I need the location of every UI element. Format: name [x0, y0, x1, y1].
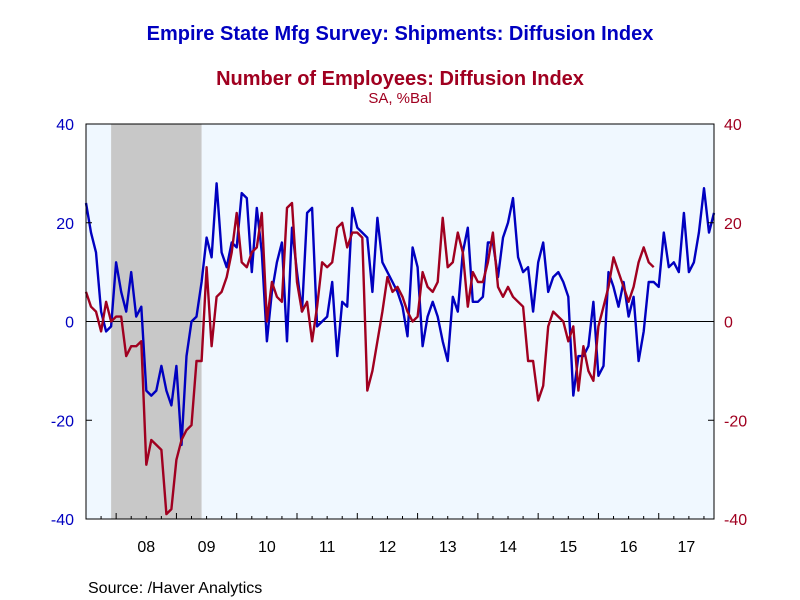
x-tick-label: 13: [439, 539, 457, 556]
chart-subtitle: SA, %Bal: [368, 90, 431, 107]
chart-title: Empire State Mfg Survey: Shipments: Diff…: [147, 23, 654, 45]
plot-area: [84, 123, 716, 520]
y-tick-label-right: -20: [724, 413, 747, 430]
y-axis-left: 40 20 0 -20 -40: [51, 117, 92, 529]
x-tick-label: 11: [319, 539, 336, 556]
x-tick-label: 17: [677, 539, 695, 556]
x-tick-label: 09: [198, 539, 216, 556]
x-tick-label: 15: [559, 539, 577, 556]
y-tick-label-left: 40: [56, 117, 74, 134]
x-tick-label: 10: [258, 539, 276, 556]
x-tick-label: 16: [620, 539, 638, 556]
series-line-shipments: [84, 182, 716, 447]
y-tick-label-right: 0: [724, 315, 733, 332]
x-tick-label: 14: [499, 539, 517, 556]
chart-title-2: Number of Employees: Diffusion Index: [216, 68, 584, 90]
x-tick-label: 08: [137, 539, 155, 556]
y-tick-label-right: 40: [724, 117, 742, 134]
y-tick-label-left: 20: [56, 216, 74, 233]
y-tick-label-right: 20: [724, 216, 742, 233]
y-tick-label-left: 0: [65, 315, 74, 332]
y-tick-label-left: -40: [51, 512, 74, 529]
x-axis: 08 09 10 11 12 13 14 15 16 17: [100, 513, 705, 556]
y-tick-label-left: -20: [51, 413, 74, 430]
y-axis-right: 40 20 0 -20 -40: [708, 117, 747, 529]
y-tick-label-right: -40: [724, 512, 747, 529]
source-note: Source: /Haver Analytics: [88, 580, 262, 597]
series-line-employees: [84, 201, 655, 516]
x-tick-label: 12: [379, 539, 397, 556]
